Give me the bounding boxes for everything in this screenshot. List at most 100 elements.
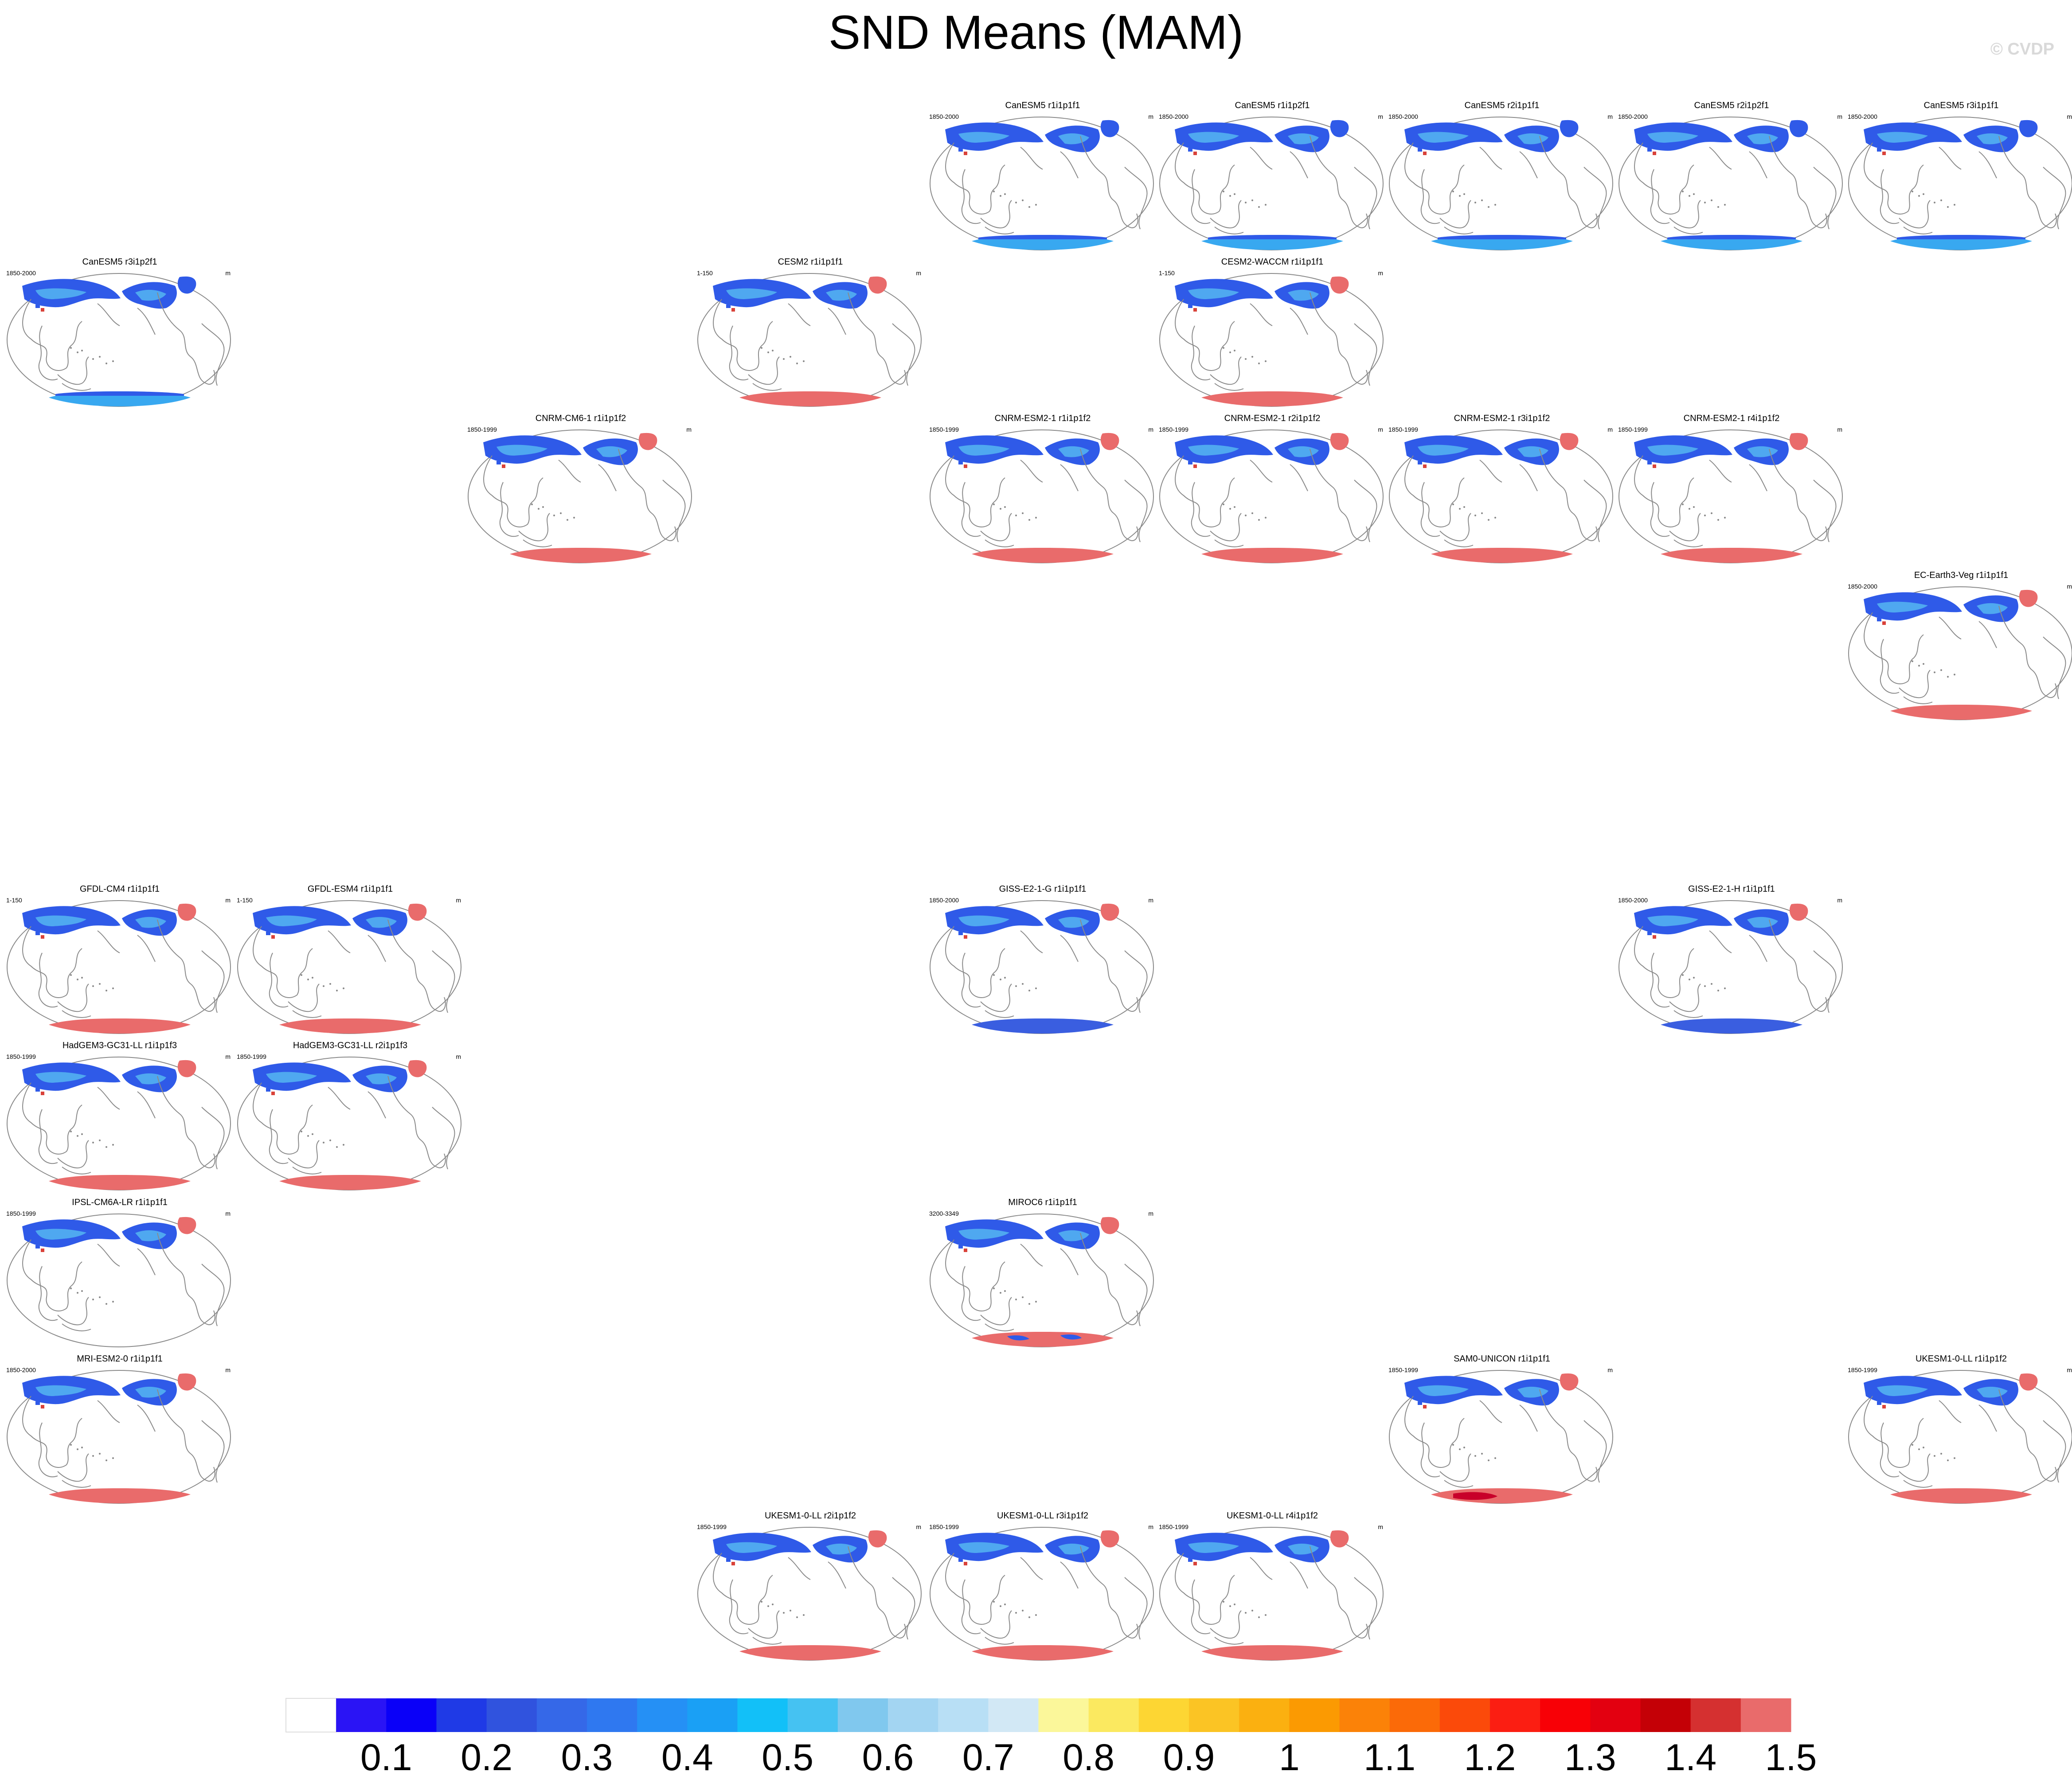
antarctica-snow — [1201, 1645, 1343, 1660]
island-dot — [1234, 193, 1235, 195]
coastlines — [1634, 919, 1837, 1018]
map-panel-15: GFDL-ESM4 r1i1p1f1 1-150 m — [235, 882, 465, 1037]
panel-title: HadGEM3-GC31-LL r1i1p1f3 — [62, 1041, 177, 1050]
island-dot — [1229, 195, 1231, 197]
eurasia-snow-light — [35, 288, 86, 299]
island-dot — [1481, 199, 1483, 201]
eurasia-snow-light — [958, 915, 1009, 926]
island-dot — [1918, 195, 1920, 197]
antarctica-snow — [972, 1018, 1114, 1034]
island-dot — [106, 363, 107, 364]
coastlines — [1404, 136, 1607, 234]
island-dot — [1693, 977, 1695, 979]
tibet-snow — [958, 148, 963, 152]
island-dot — [1035, 204, 1037, 206]
island-dot — [1954, 1457, 1955, 1459]
island-dot — [1488, 206, 1489, 208]
map-plot — [1389, 1370, 1613, 1504]
snow-field — [253, 903, 427, 1034]
panel-title: CanESM5 r2i1p2f1 — [1694, 101, 1769, 110]
island-dot — [1015, 202, 1017, 203]
map-plot — [7, 900, 231, 1034]
island-dot — [1028, 1303, 1030, 1305]
island-dot — [767, 1605, 769, 1607]
map-panel-5: CanESM5 r3i1p2f1 1850-2000 m — [4, 255, 235, 410]
island-dot — [1229, 1605, 1231, 1607]
island-dot — [1223, 1601, 1224, 1603]
colorbar-swatch — [1138, 1698, 1189, 1732]
panel-years: 1850-2000 — [1848, 113, 1877, 120]
panel-units: m — [225, 1210, 231, 1217]
map-plot — [1848, 117, 2072, 250]
panel-units: m — [1378, 426, 1383, 433]
map-panel-19: HadGEM3-GC31-LL r2i1p1f3 1850-1999 m — [235, 1038, 465, 1194]
map-panel-26: UKESM1-0-LL r3i1p1f2 1850-1999 m — [927, 1509, 1158, 1664]
island-dot — [772, 1604, 774, 1605]
globe-outline — [1848, 117, 2072, 250]
island-dot — [567, 519, 568, 521]
island-dot — [1223, 347, 1224, 349]
island-dot — [1251, 1610, 1253, 1611]
island-dot — [70, 1444, 72, 1446]
eurasia-snow-light — [1647, 445, 1698, 456]
island-dot — [1234, 1604, 1235, 1605]
map-plot — [1848, 586, 2072, 720]
island-dots — [1912, 660, 1955, 678]
colorbar-label: 0.7 — [962, 1736, 1014, 1778]
snow-field — [1175, 1530, 1349, 1660]
tibet-snow-red — [41, 935, 44, 939]
globe-outline — [1619, 429, 1843, 563]
eurasia-snow-light — [1188, 445, 1239, 456]
colorbar-swatch — [386, 1698, 437, 1732]
panel-years: 1850-1999 — [237, 1053, 266, 1060]
map-panel-10: CNRM-ESM2-1 r2i1p1f2 1850-1999 m — [1157, 411, 1388, 566]
antarctica-snow-dark — [1453, 1492, 1497, 1500]
island-dot — [1934, 1455, 1935, 1457]
coastlines — [1175, 136, 1377, 234]
map-panel-25: UKESM1-0-LL r2i1p1f2 1850-1999 m — [695, 1509, 926, 1664]
coastlines — [945, 449, 1148, 547]
island-dot — [761, 1601, 762, 1603]
island-dot — [81, 977, 83, 979]
panel-title: CESM2 r1i1p1f1 — [778, 257, 843, 267]
island-dot — [70, 974, 72, 976]
tibet-snow — [35, 1245, 40, 1248]
colorbar-swatch — [1740, 1698, 1791, 1732]
antarctica-snow — [972, 1332, 1114, 1347]
colorbar-swatch — [837, 1698, 888, 1732]
island-dot — [343, 987, 344, 989]
globe-outline — [237, 1057, 461, 1190]
tibet-snow — [958, 1245, 963, 1248]
tibet-snow-red — [271, 935, 275, 939]
tibet-snow-red — [964, 152, 967, 155]
globe-outline — [1389, 1370, 1613, 1504]
colorbar-label: 1.2 — [1464, 1736, 1516, 1778]
panel-years: 1850-1999 — [6, 1053, 36, 1060]
colorbar-swatch — [436, 1698, 487, 1732]
island-dots — [1682, 191, 1726, 208]
island-dot — [1488, 1459, 1489, 1461]
tibet-snow-red — [1423, 1405, 1427, 1408]
panel-title: UKESM1-0-LL r2i1p1f2 — [764, 1511, 856, 1521]
island-dot — [1000, 1605, 1001, 1607]
island-dot — [1004, 193, 1006, 195]
snow-field — [22, 903, 196, 1034]
map-panel-7: CESM2-WACCM r1i1p1f1 1-150 m — [1157, 255, 1388, 410]
snow-field — [1864, 1373, 2038, 1503]
colorbar-swatch — [737, 1698, 788, 1732]
snow-field — [1864, 120, 2038, 250]
eurasia-snow-light — [1418, 1385, 1469, 1396]
map-panel-17: GISS-E2-1-H r1i1p1f1 1850-2000 m — [1616, 882, 1847, 1037]
panel-units: m — [456, 897, 461, 904]
eurasia-snow-light — [1877, 132, 1928, 143]
greenland-snow — [638, 433, 657, 450]
tibet-snow-red — [41, 1248, 44, 1252]
island-dot — [1474, 202, 1476, 203]
island-dot — [1717, 519, 1719, 521]
colorbar-label: 0.2 — [461, 1736, 512, 1778]
island-dots — [1682, 503, 1726, 521]
antarctica-snow — [510, 548, 652, 563]
coastlines — [22, 1233, 225, 1331]
colorbar-swatch — [1640, 1698, 1691, 1732]
island-dot — [92, 1455, 94, 1457]
